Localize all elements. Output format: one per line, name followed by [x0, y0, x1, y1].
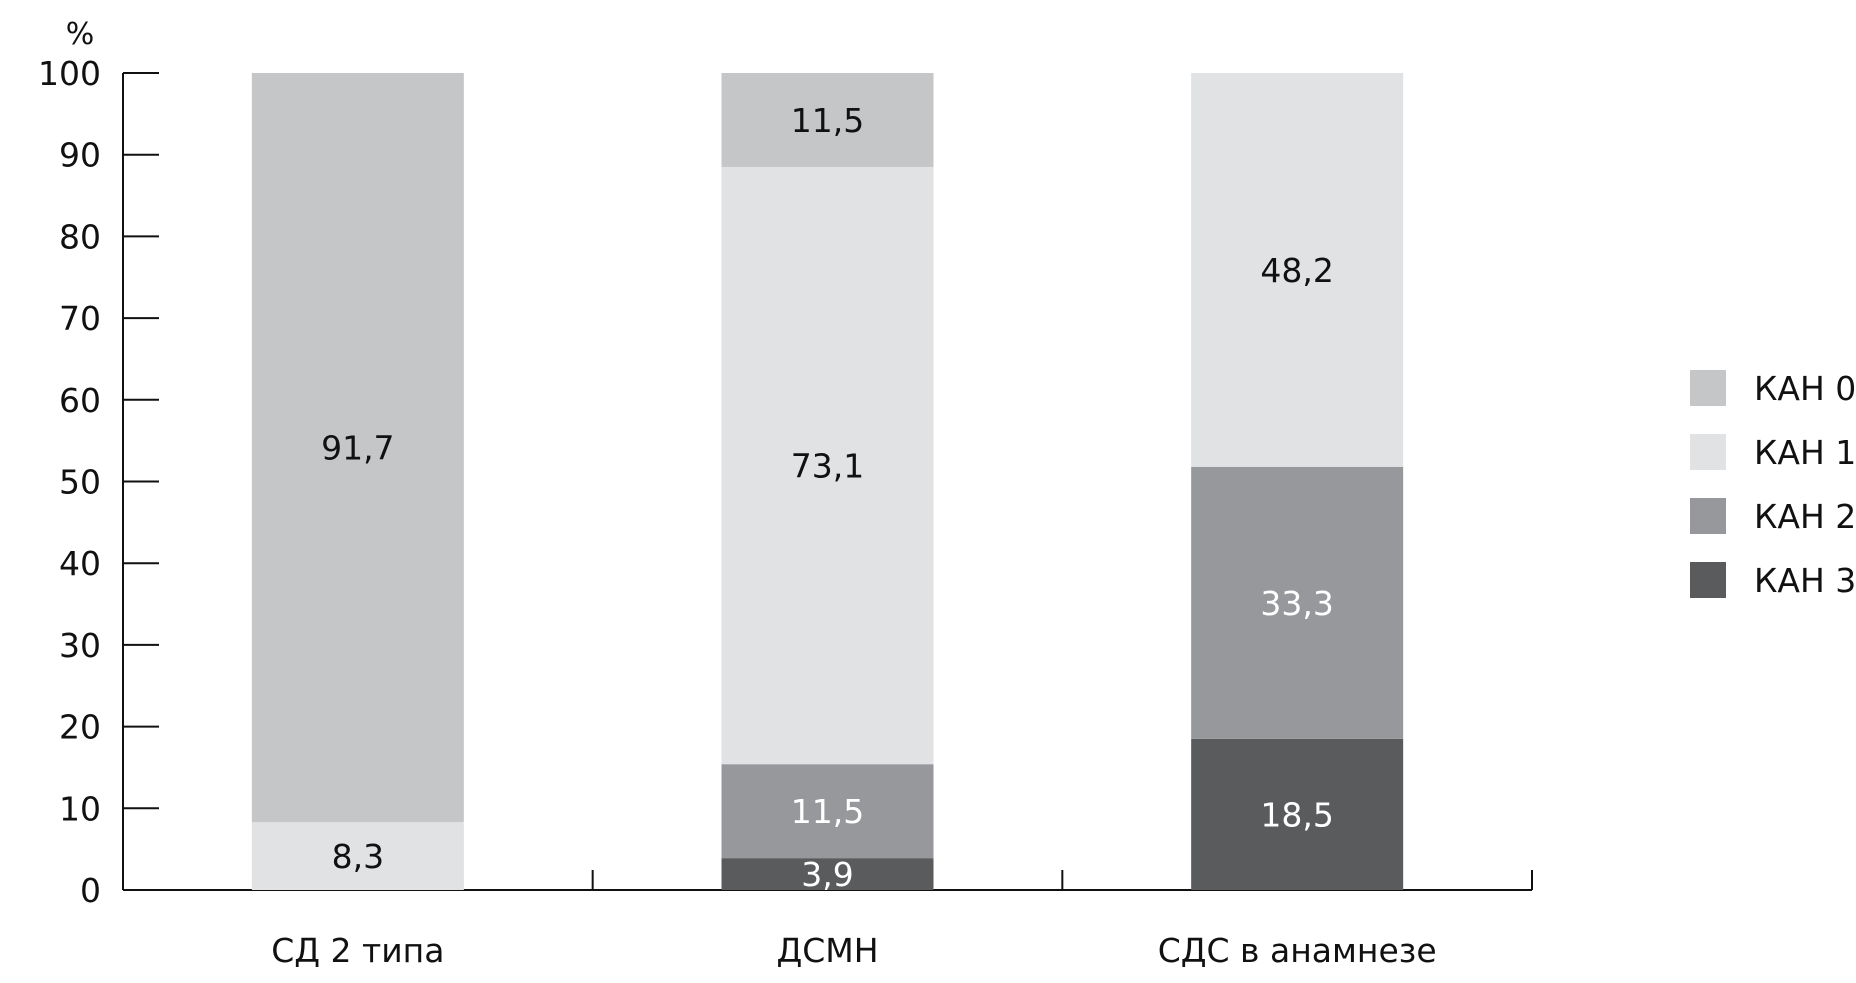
y-tick-label: 30 — [59, 626, 101, 665]
data-label: 11,5 — [791, 101, 864, 140]
axes: 0 10 20 30 40 50 60 70 80 90 100% СД 2 типа ДСМН СДС … — [38, 17, 1533, 970]
bar-segment — [721, 73, 934, 167]
data-label: 73,1 — [791, 447, 864, 486]
y-tick-label: 0 — [80, 871, 101, 910]
data-label: 91,7 — [321, 429, 394, 468]
y-tick-label: 50 — [59, 463, 101, 502]
x-category-label: ДСМН — [776, 931, 878, 970]
data-label: 11,5 — [791, 792, 864, 831]
legend-label: КАН 2 — [1754, 497, 1856, 536]
y-tick-label: 10 — [59, 789, 101, 828]
data-label: 8,3 — [332, 837, 384, 876]
legend: КАН 0 КАН 1 КАН 2 КАН 3 — [1690, 369, 1856, 600]
legend-label: КАН 0 — [1754, 369, 1856, 408]
legend-swatch — [1690, 562, 1726, 598]
legend-swatch — [1690, 434, 1726, 470]
bar-segment — [1191, 73, 1404, 467]
data-label: 18,5 — [1260, 795, 1333, 834]
y-tick-label: 100 — [38, 54, 101, 93]
legend-swatch — [1690, 370, 1726, 406]
y-tick-label: 80 — [59, 217, 101, 256]
bar-segment — [251, 822, 464, 890]
y-tick-label: 60 — [59, 381, 101, 420]
bar-segment — [251, 73, 464, 823]
data-label: 3,9 — [801, 855, 853, 894]
x-category-label: СД 2 типа — [271, 931, 444, 970]
y-tick-label: 70 — [59, 299, 101, 338]
bar-segment — [721, 166, 934, 765]
bar-segment — [721, 764, 934, 859]
legend-label: КАН 1 — [1754, 433, 1856, 472]
data-label: 48,2 — [1260, 251, 1333, 290]
y-tick-label: 20 — [59, 708, 101, 747]
data-label: 33,3 — [1260, 584, 1333, 623]
y-tick-label: 40 — [59, 544, 101, 583]
legend-swatch — [1690, 498, 1726, 534]
y-tick-label: 90 — [59, 136, 101, 175]
x-category-label: СДС в анамнезе — [1158, 931, 1437, 970]
legend-label: КАН 3 — [1754, 561, 1856, 600]
bar-segment — [1191, 738, 1404, 890]
bar-segment — [721, 858, 934, 890]
bar-segment — [1191, 466, 1404, 739]
y-axis-label: % — [66, 17, 95, 52]
bars: 8,3 91,7 3,9 11,5 73,1 11,5 18,5 33,3 48,2 — [251, 73, 1404, 894]
